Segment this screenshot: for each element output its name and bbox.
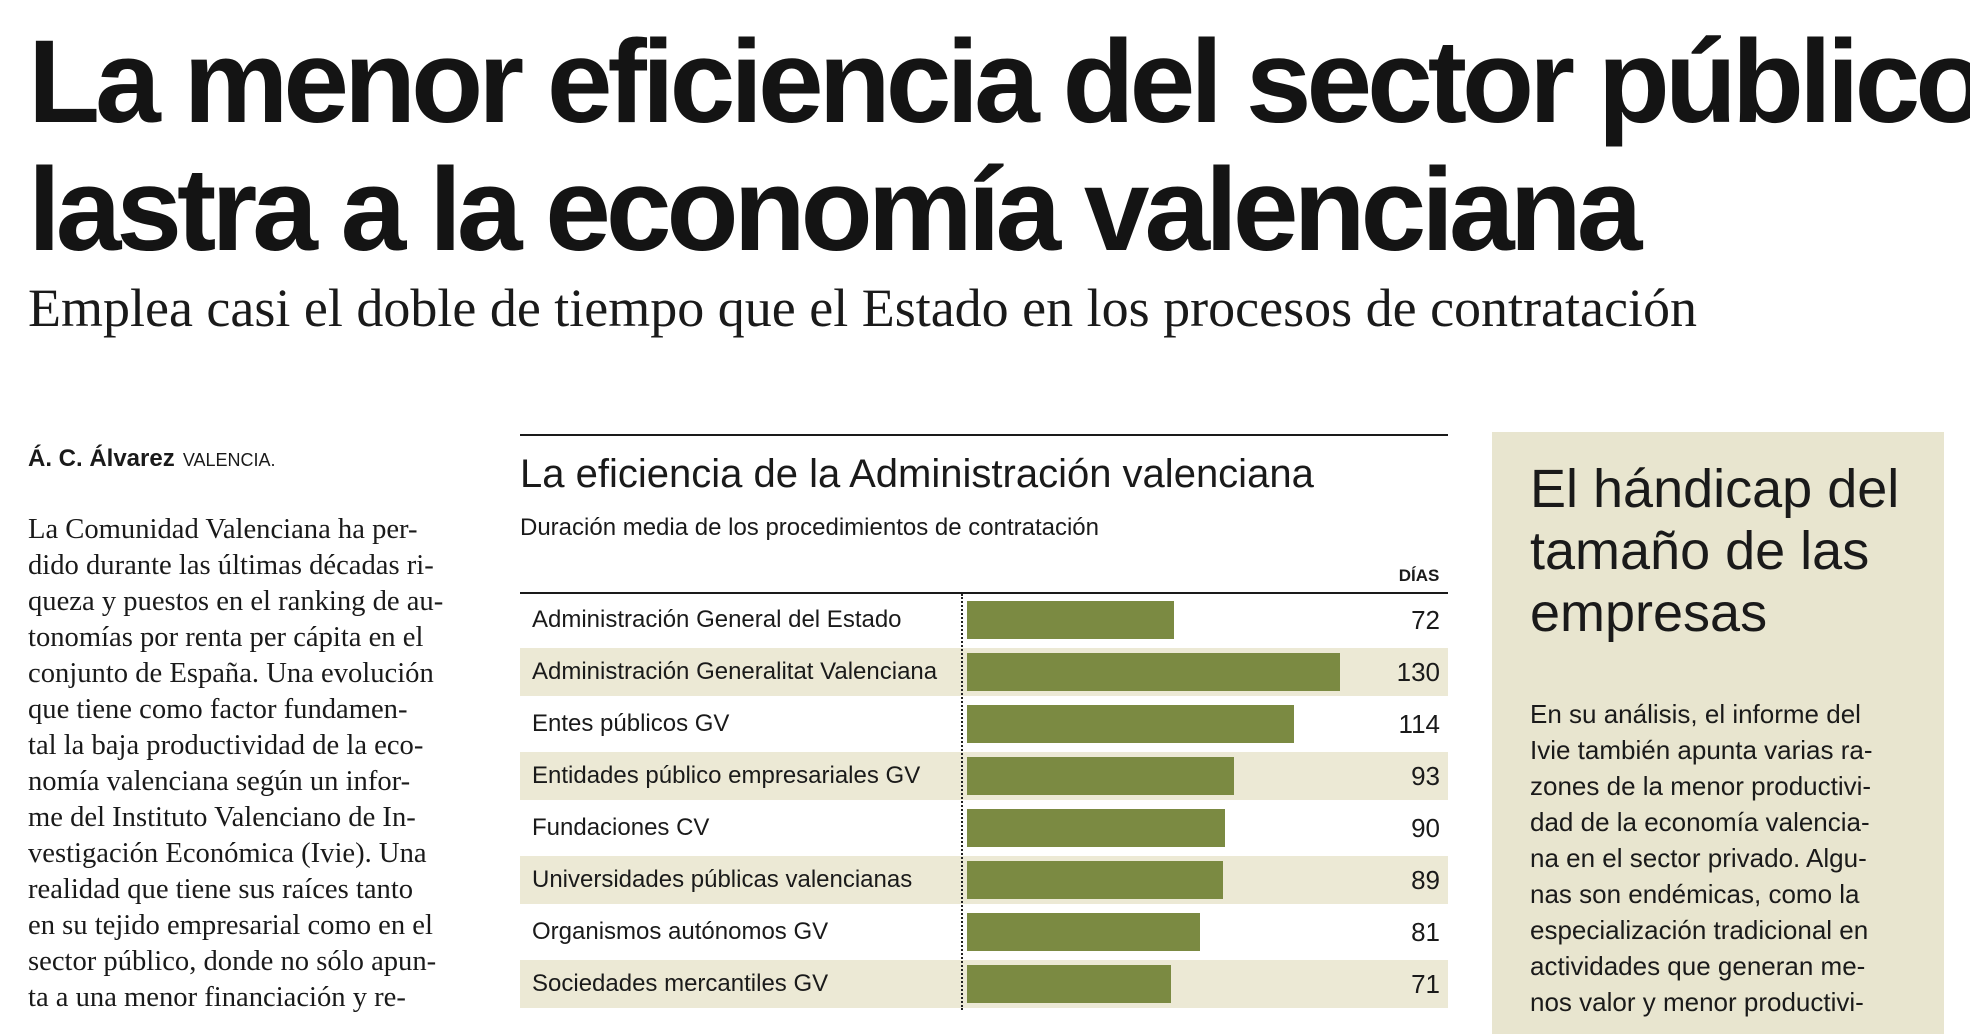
- sidebar-body-line: Ivie también apunta varias ra-: [1530, 735, 1873, 765]
- body-line: tal la baja productividad de la eco-: [28, 730, 424, 761]
- sidebar-body: En su análisis, el informe del Ivie tamb…: [1530, 696, 1930, 1020]
- chart-value-label: 90: [1411, 813, 1440, 843]
- sidebar-body-line: especialización tradicional en: [1530, 915, 1869, 945]
- chart-dotted-divider: [961, 594, 963, 1010]
- body-line: sector público, donde no sólo apun-: [28, 946, 437, 977]
- body-line: realidad que tiene sus raíces tanto: [28, 874, 414, 905]
- body-line: queza y puestos en el ranking de au-: [28, 586, 444, 617]
- body-line: dido durante las últimas décadas ri-: [28, 550, 434, 581]
- article-body: La Comunidad Valenciana ha per- dido dur…: [28, 512, 480, 1016]
- body-line: me del Instituto Valenciano de In-: [28, 802, 416, 833]
- chart-value-label: 93: [1411, 761, 1440, 791]
- chart-category-label: Entidades público empresariales GV: [532, 762, 921, 789]
- byline-city: VALENCIA.: [182, 450, 276, 470]
- chart-rows: Administración General del Estado 72 Admin…: [520, 594, 1448, 1014]
- chart-value-label: 130: [1396, 657, 1440, 687]
- headline: La menor eficiencia del sector público l…: [28, 16, 1970, 276]
- chart-bar: [967, 653, 1340, 691]
- sidebar-title: El hándicap del tamaño de las empresas: [1530, 458, 1930, 644]
- chart-category-label: Organismos autónomos GV: [532, 918, 829, 945]
- sidebar-body-line: En su análisis, el informe del: [1530, 699, 1861, 729]
- body-line: que tiene como factor fundamen-: [28, 694, 408, 725]
- sidebar-title-line: tamaño de las: [1530, 521, 1870, 581]
- body-line: nomía valenciana según un infor-: [28, 766, 411, 797]
- byline-author: Á. C. Álvarez: [28, 445, 175, 472]
- chart-bar: [967, 809, 1225, 847]
- body-line: La Comunidad Valenciana ha per-: [28, 514, 418, 545]
- chart-bar: [967, 705, 1294, 743]
- chart-category-label: Sociedades mercantiles GV: [532, 970, 829, 997]
- chart-category-label: Universidades públicas valencianas: [532, 866, 913, 893]
- chart-bar: [967, 965, 1171, 1003]
- chart-value-label: 71: [1411, 969, 1440, 999]
- body-line: en su tejido empresarial como en el: [28, 910, 433, 941]
- chart-value-label: 114: [1398, 709, 1440, 739]
- sidebar-title-line: El hándicap del: [1530, 459, 1900, 519]
- sidebar-box: El hándicap del tamaño de las empresas E…: [1492, 432, 1944, 1034]
- byline: Á. C. Álvarez VALENCIA.: [28, 445, 276, 473]
- chart-bar: [967, 601, 1174, 639]
- chart-value-label: 72: [1411, 605, 1440, 635]
- body-line: vestigación Económica (Ivie). Una: [28, 838, 427, 869]
- chart-title: La eficiencia de la Administración valen…: [520, 452, 1314, 496]
- sidebar-body-line: nas son endémicas, como la: [1530, 879, 1860, 909]
- headline-line: lastra a la economía valenciana: [28, 144, 1642, 276]
- sidebar-title-line: empresas: [1530, 583, 1768, 643]
- chart-value-label: 89: [1411, 865, 1440, 895]
- sidebar-body-line: dad de la economía valencia-: [1530, 807, 1870, 837]
- chart-bar: [967, 757, 1234, 795]
- headline-line: La menor eficiencia del sector público: [28, 16, 1970, 148]
- sidebar-body-line: nos valor y menor productivi-: [1530, 987, 1864, 1017]
- chart-bar: [967, 913, 1200, 951]
- body-line: ta a una menor financiación y re-: [28, 982, 406, 1013]
- sidebar-body-line: zones de la menor productivi-: [1530, 771, 1872, 801]
- chart-category-label: Administración Generalitat Valenciana: [532, 658, 938, 685]
- efficiency-chart: La eficiencia de la Administración valen…: [520, 434, 1448, 1014]
- subheadline: Emplea casi el doble de tiempo que el Es…: [28, 278, 1697, 338]
- chart-category-label: Administración General del Estado: [532, 606, 902, 633]
- chart-bar: [967, 861, 1223, 899]
- chart-category-label: Fundaciones CV: [532, 814, 710, 841]
- chart-category-label: Entes públicos GV: [532, 710, 730, 737]
- sidebar-body-line: actividades que generan me-: [1530, 951, 1866, 981]
- chart-value-label: 81: [1411, 917, 1440, 947]
- chart-header-rule: [520, 592, 1448, 594]
- chart-subtitle: Duración media de los procedimientos de …: [520, 514, 1099, 541]
- sidebar-body-line: na en el sector privado. Algu-: [1530, 843, 1867, 873]
- body-line: conjunto de España. Una evolución: [28, 658, 434, 689]
- body-line: tonomías por renta per cápita en el: [28, 622, 424, 653]
- chart-value-header: DÍAS: [1398, 566, 1440, 585]
- chart-top-rule: [520, 434, 1448, 436]
